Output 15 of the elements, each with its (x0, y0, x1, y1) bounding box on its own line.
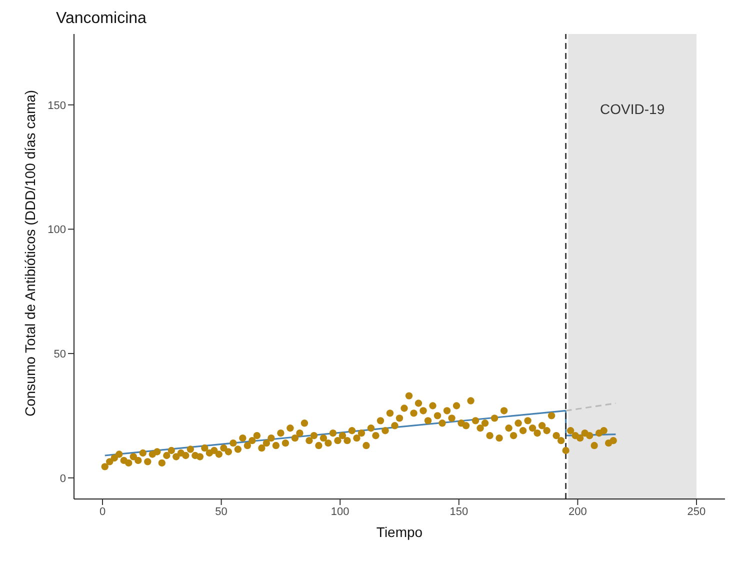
band-label: COVID-19 (600, 100, 665, 117)
y-tick-label: 50 (54, 348, 66, 360)
x-tick-label: 200 (568, 506, 587, 518)
y-tick-label: 150 (48, 100, 66, 112)
x-tick-label: 0 (99, 506, 106, 518)
x-tick-label: 150 (450, 506, 468, 518)
x-tick-label: 50 (215, 506, 228, 518)
x-tick-label: 100 (330, 506, 350, 518)
x-tick-label: 250 (687, 506, 706, 518)
line-series (104, 410, 617, 456)
y-tick-label: 0 (60, 472, 66, 485)
x-axis-title: Tiempo (376, 524, 423, 540)
y-axis-title: Consumo Total de Antibióticos (DDD/100 días cama) (22, 90, 38, 416)
chart-title: Vancomicina (56, 10, 146, 28)
y-tick-label: 100 (48, 224, 66, 236)
